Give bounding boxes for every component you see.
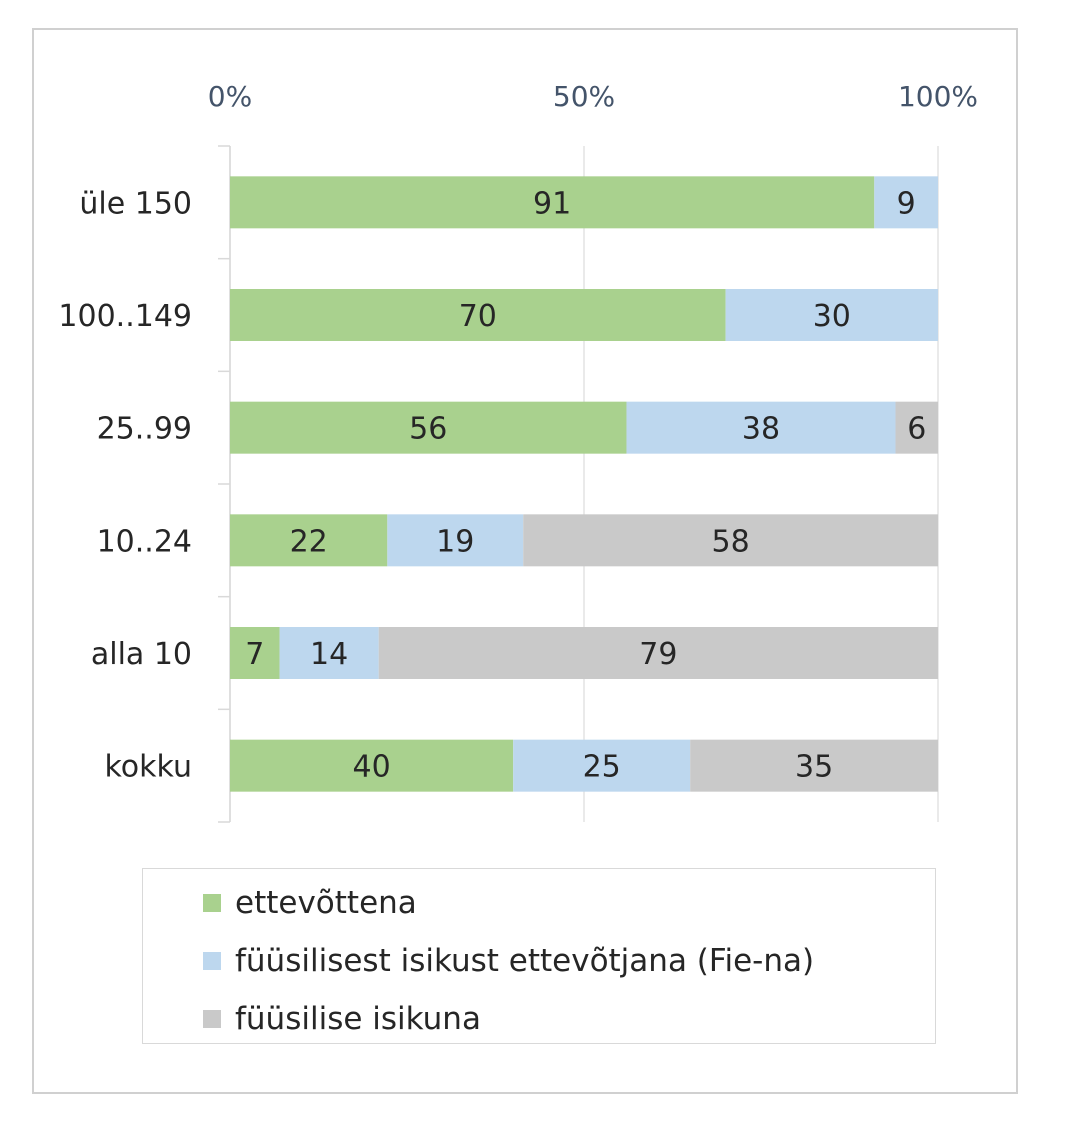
bar-segment bbox=[230, 289, 726, 341]
category-label: kokku bbox=[105, 750, 193, 785]
legend-swatch bbox=[203, 1010, 221, 1028]
gridlines bbox=[218, 145, 939, 823]
bar-segment bbox=[690, 739, 938, 792]
bar-segment bbox=[513, 739, 691, 792]
data-label: 70 bbox=[459, 299, 497, 334]
data-label: 22 bbox=[290, 524, 328, 559]
data-label: 38 bbox=[742, 412, 780, 447]
bar-segment bbox=[895, 401, 938, 454]
category-label: 10..24 bbox=[97, 524, 192, 559]
legend: ettevõttena füüsilisest isikust ettevõtja… bbox=[142, 868, 936, 1044]
data-label: 19 bbox=[436, 524, 474, 559]
legend-label: füüsilisest isikust ettevõtjana (Fie-na) bbox=[235, 943, 815, 979]
data-label: 7 bbox=[245, 637, 264, 672]
data-label: 14 bbox=[310, 637, 348, 672]
data-label: 9 bbox=[897, 186, 916, 221]
bar-segment bbox=[387, 514, 524, 567]
x-tick-label: 50% bbox=[553, 80, 615, 113]
bar-segment bbox=[725, 289, 938, 341]
data-label: 30 bbox=[813, 299, 851, 334]
data-label: 56 bbox=[409, 412, 447, 447]
legend-item: füüsilisest isikust ettevõtjana (Fie-na) bbox=[203, 941, 814, 981]
category-labels: üle 150 100..149 25..99 10..24 alla 10 kokku bbox=[58, 186, 192, 784]
category-label: 25..99 bbox=[97, 412, 192, 447]
bar-segment bbox=[626, 401, 896, 454]
category-label: alla 10 bbox=[91, 637, 192, 672]
bar-segment bbox=[279, 627, 379, 679]
bar-segment bbox=[230, 401, 627, 454]
data-label: 35 bbox=[795, 750, 833, 785]
legend-item: füüsilise isikuna bbox=[203, 999, 481, 1039]
bar-segment bbox=[874, 176, 938, 229]
data-label: 91 bbox=[533, 186, 571, 221]
bars: 91 9 70 30 56 38 6 22 19 58 7 14 79 40 25 35 bbox=[230, 176, 938, 792]
legend-label: ettevõttena bbox=[235, 885, 417, 921]
legend-label: füüsilise isikuna bbox=[235, 1001, 481, 1037]
bar-segment bbox=[230, 176, 875, 229]
bar-segment bbox=[230, 627, 280, 679]
data-label: 25 bbox=[583, 750, 621, 785]
legend-swatch bbox=[203, 952, 221, 970]
category-label: üle 150 bbox=[79, 186, 192, 221]
bar-segment bbox=[230, 739, 514, 792]
bar-segment bbox=[378, 627, 938, 679]
x-tick-label: 0% bbox=[208, 80, 252, 113]
bar-segment bbox=[230, 514, 388, 567]
x-tick-label: 100% bbox=[898, 80, 978, 113]
legend-item: ettevõttena bbox=[203, 883, 417, 923]
data-label: 79 bbox=[639, 637, 677, 672]
data-label: 40 bbox=[353, 750, 391, 785]
category-label: 100..149 bbox=[58, 299, 192, 334]
x-axis-ticks: 0% 50% 100% bbox=[208, 80, 978, 113]
bar-segment bbox=[523, 514, 938, 567]
data-label: 58 bbox=[712, 524, 750, 559]
data-label: 6 bbox=[907, 412, 926, 447]
legend-swatch bbox=[203, 894, 221, 912]
